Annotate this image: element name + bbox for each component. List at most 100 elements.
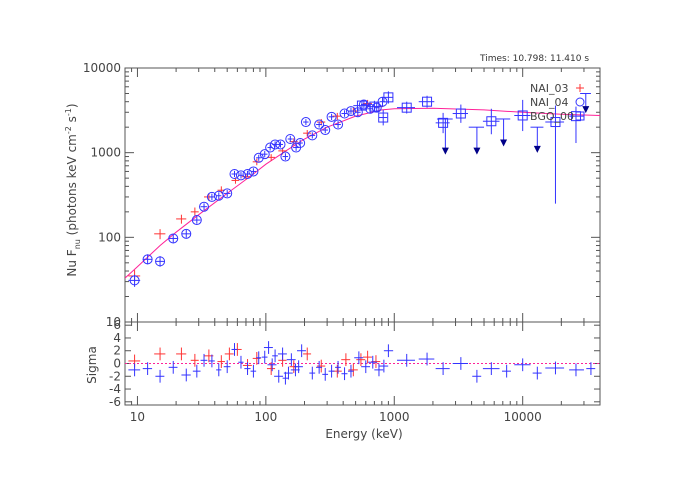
circle-marker xyxy=(320,125,331,136)
y-tick-label: 10 xyxy=(106,315,121,329)
residual-point xyxy=(128,363,141,377)
circle-marker xyxy=(129,275,140,286)
circle-marker xyxy=(339,108,350,119)
times-label: Times: 10.798: 11.410 s xyxy=(479,54,589,64)
legend-entry: NAI_04 xyxy=(530,96,585,109)
circle-marker xyxy=(285,134,296,145)
upper-limit xyxy=(496,118,511,147)
residual-point xyxy=(303,347,312,361)
square-marker xyxy=(383,92,394,103)
circle-marker xyxy=(181,228,192,239)
data-point-nai-04 xyxy=(314,119,325,130)
data-point-bgo-00 xyxy=(482,108,500,135)
data-point-nai-04 xyxy=(191,215,202,226)
residual-point xyxy=(328,364,335,378)
residual-point xyxy=(181,368,191,382)
resid-y-tick-label: -4 xyxy=(109,382,121,396)
residual-point xyxy=(192,364,201,378)
residual-point xyxy=(217,355,225,368)
residual-point xyxy=(293,360,303,374)
residual-point xyxy=(396,353,415,367)
residual-point xyxy=(154,347,166,361)
circle-marker xyxy=(235,170,246,181)
residual-point xyxy=(282,371,289,385)
circle-marker xyxy=(259,149,270,160)
data-point-bgo-00 xyxy=(514,99,531,132)
data-point-nai-04 xyxy=(280,151,291,162)
square-marker xyxy=(438,117,449,128)
residual-point xyxy=(168,360,178,374)
square-marker xyxy=(550,117,561,128)
circle-marker xyxy=(168,233,179,244)
upper-limit xyxy=(436,118,453,155)
circle-marker xyxy=(314,119,325,130)
data-point-bgo-00 xyxy=(367,100,382,113)
circle-marker xyxy=(191,215,202,226)
legend-entry: BGO_00 xyxy=(530,110,585,123)
x-axis-title: Energy (keV) xyxy=(325,427,402,441)
residual-point xyxy=(347,364,354,378)
residual-point xyxy=(374,363,384,377)
legend-label: BGO_00 xyxy=(530,110,574,123)
residual-point xyxy=(482,362,500,375)
data-point-nai-04 xyxy=(285,134,296,145)
legend-entry: NAI_03 xyxy=(530,82,584,95)
residual-point xyxy=(348,363,358,377)
x-tick-label: 100 xyxy=(254,410,277,424)
residual-point xyxy=(532,366,542,380)
residual-point xyxy=(274,369,284,383)
spectrum-panel: 10 100 1000 10000 xyxy=(83,61,601,329)
residual-point xyxy=(286,353,296,367)
circle-marker xyxy=(155,256,166,267)
data-point-nai-04 xyxy=(275,139,286,150)
upper-limit xyxy=(468,126,485,155)
residual-point xyxy=(256,351,262,365)
x-tick-label: 1000 xyxy=(379,410,410,424)
upper-limit-arrow xyxy=(500,139,508,147)
data-point-bgo-00 xyxy=(435,112,450,134)
residual-point xyxy=(190,353,199,367)
residual-point xyxy=(297,344,306,358)
y-tick-label: 100 xyxy=(98,230,121,244)
residual-data xyxy=(125,341,600,385)
y-tick-label: 10000 xyxy=(83,61,121,75)
circle-marker xyxy=(222,188,233,199)
data-point-bgo-00 xyxy=(353,99,371,112)
residual-point xyxy=(361,360,371,374)
upper-limit-arrow xyxy=(582,106,590,114)
data-point-nai-04 xyxy=(326,111,337,122)
circle-marker xyxy=(206,191,217,202)
circle-marker xyxy=(295,138,306,149)
legend-square-marker xyxy=(575,111,585,121)
data-point-bgo-00 xyxy=(418,95,435,108)
data-point-nai-04 xyxy=(142,254,153,265)
legend-circle-marker xyxy=(575,97,585,107)
residual-point xyxy=(545,361,565,375)
circle-marker xyxy=(248,166,259,177)
square-marker xyxy=(401,102,412,113)
data-point-nai-04 xyxy=(155,256,166,267)
upper-limit xyxy=(580,92,591,114)
residual-point xyxy=(224,347,234,361)
data-point-bgo-00 xyxy=(452,104,468,123)
resid-y-tick-label: -2 xyxy=(109,369,121,383)
data-point-nai-04 xyxy=(339,108,350,119)
circle-marker xyxy=(307,130,318,141)
residual-point xyxy=(261,350,268,364)
circle-marker xyxy=(300,117,311,128)
data-point-bgo-00 xyxy=(383,91,394,104)
x-tick-label: 10000 xyxy=(504,410,542,424)
residual-point xyxy=(341,353,351,367)
residual-point xyxy=(586,362,596,375)
residual-point xyxy=(208,354,215,368)
legend-label: NAI_03 xyxy=(530,82,569,95)
residual-point xyxy=(283,366,293,380)
residual-point xyxy=(354,351,364,365)
residual-point xyxy=(472,369,482,383)
data-point-nai-04 xyxy=(199,201,210,212)
residual-point xyxy=(356,353,366,367)
upper-limit xyxy=(530,126,544,153)
circle-marker xyxy=(326,111,337,122)
